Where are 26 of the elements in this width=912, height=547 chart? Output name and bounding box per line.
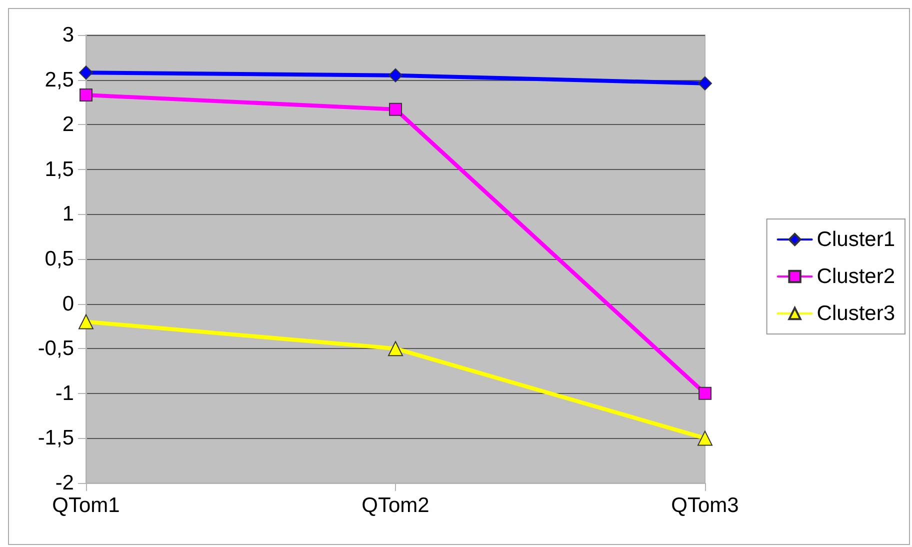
x-tick-label: QTom3 — [671, 494, 739, 517]
point — [78, 314, 94, 330]
point — [388, 68, 402, 82]
point — [79, 66, 93, 80]
point — [80, 88, 92, 102]
y-tick-label: -1 — [55, 382, 74, 405]
legend-label: Cluster1 — [816, 228, 896, 251]
point — [389, 102, 402, 116]
y-tick-label: -1,5 — [38, 426, 74, 450]
y-tick-label: 2 — [62, 113, 74, 136]
y-tick-label: 0 — [62, 292, 74, 316]
x-tick-label: QTom1 — [52, 494, 120, 517]
point — [698, 386, 712, 400]
y-tick-label: 2,5 — [44, 68, 74, 92]
y-tick-label: 1,5 — [44, 158, 74, 181]
y-tick-label: 1 — [62, 202, 74, 226]
point — [388, 341, 403, 356]
point — [698, 430, 712, 446]
point — [698, 76, 712, 90]
y-tick-label: 3 — [62, 24, 74, 46]
y-tick-label: 0,5 — [44, 248, 74, 270]
x-tick-label: QTom2 — [362, 494, 430, 517]
y-tick-label: -0,5 — [38, 337, 74, 360]
legend-label: Cluster2 — [816, 265, 896, 288]
y-tick-label: -2 — [55, 472, 74, 494]
legend-label: Cluster3 — [816, 302, 896, 325]
